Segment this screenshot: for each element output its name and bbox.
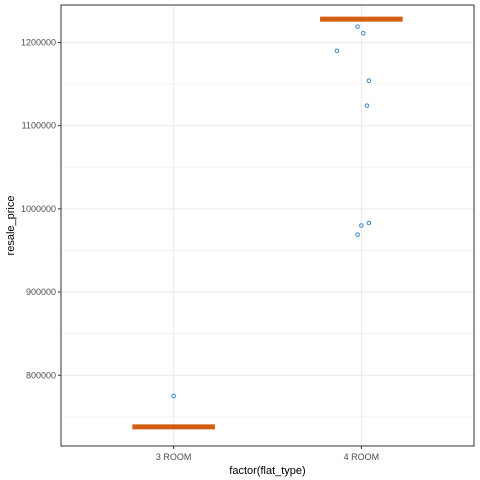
summary-bar bbox=[132, 424, 215, 430]
x-axis-ticks: 3 ROOM 4 ROOM bbox=[156, 446, 379, 462]
data-point bbox=[360, 30, 366, 36]
data-point bbox=[364, 103, 370, 108]
y-axis-ticks: 800000 900000 1000000 1100000 1200000 bbox=[21, 37, 61, 380]
data-point bbox=[366, 220, 372, 226]
y-tick-label: 800000 bbox=[26, 370, 56, 380]
x-tick-label: 4 ROOM bbox=[344, 452, 380, 462]
data-point bbox=[355, 24, 360, 29]
data-point bbox=[334, 48, 340, 54]
x-tick-label: 3 ROOM bbox=[156, 452, 192, 462]
y-tick-label: 1000000 bbox=[21, 204, 56, 214]
y-tick-label: 1200000 bbox=[21, 37, 56, 47]
x-axis-title: factor(flat_type) bbox=[229, 465, 305, 477]
y-tick-label: 1100000 bbox=[22, 121, 56, 131]
data-point bbox=[171, 393, 176, 399]
data-point bbox=[355, 232, 360, 237]
y-axis-title: resale_price bbox=[5, 196, 17, 256]
grid-lines bbox=[61, 5, 474, 446]
data-points bbox=[171, 24, 372, 399]
y-tick-label: 900000 bbox=[26, 287, 56, 297]
data-point bbox=[366, 78, 372, 84]
summary-bars bbox=[132, 16, 403, 430]
data-point bbox=[359, 223, 364, 228]
summary-bar bbox=[320, 16, 403, 22]
panel-border bbox=[60, 4, 475, 447]
